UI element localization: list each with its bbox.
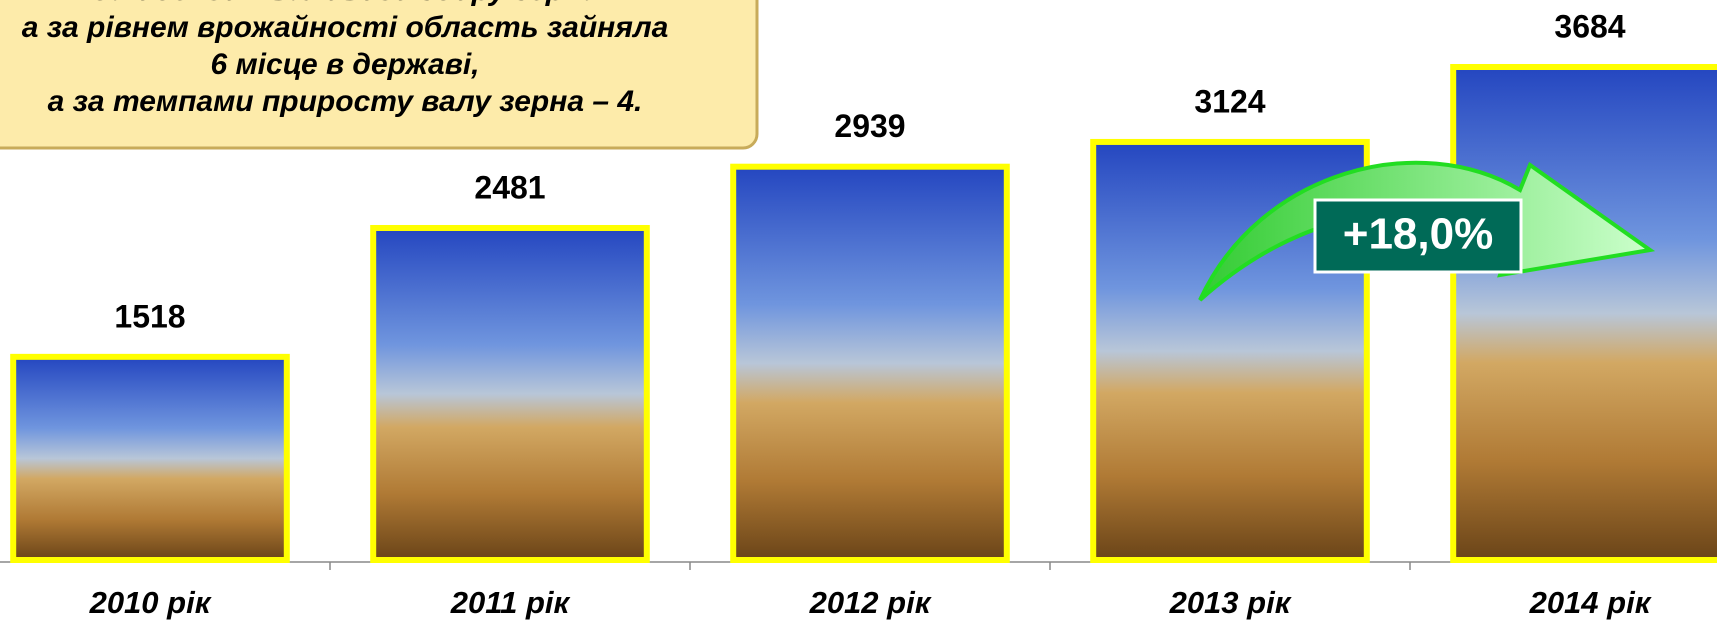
value-label: 2939 [834, 108, 905, 144]
x-tick-label: 2012 рік [809, 585, 932, 620]
value-label: 3684 [1554, 8, 1625, 44]
bar [1453, 67, 1717, 560]
x-tick-label: 2014 рік [1529, 585, 1652, 620]
value-label: 2481 [474, 169, 545, 205]
value-label: 1518 [114, 298, 185, 334]
chart: 2010 рік 1518 2011 рік 2481 2012 рік 2939 2013… [0, 0, 1717, 624]
x-tick-label: 2011 рік [450, 585, 571, 620]
bar [13, 357, 287, 560]
x-tick-label: 2013 рік [1169, 585, 1292, 620]
value-label: 3124 [1194, 83, 1265, 119]
callout-line: 6 місце в державі, [210, 48, 479, 81]
callout-line: а за рівнем врожайності область зайняла [22, 11, 669, 44]
bar [373, 228, 647, 560]
annotation: +18,0% [1343, 210, 1493, 259]
callout-line: За обсягом валового збору зерна [91, 0, 599, 7]
x-tick-label: 2010 рік [89, 585, 212, 620]
callout-line: а за темпами приросту валу зерна – 4. [48, 85, 643, 118]
bar [733, 167, 1007, 560]
